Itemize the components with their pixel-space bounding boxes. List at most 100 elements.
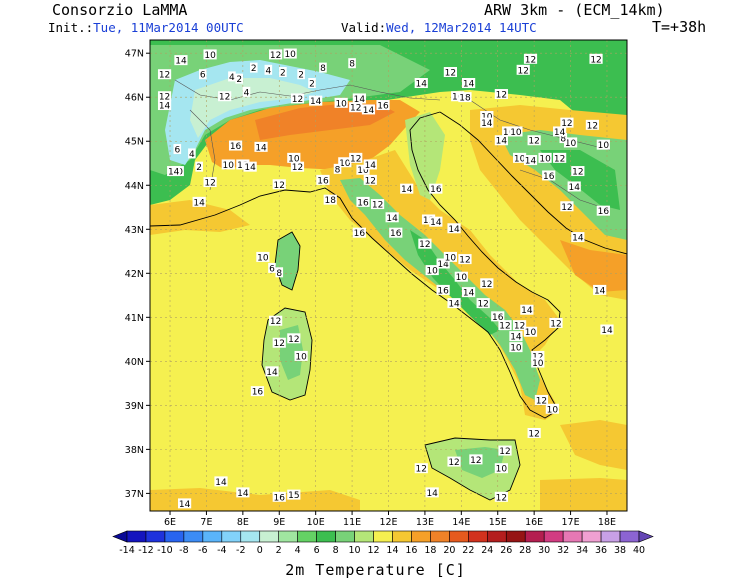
- colorbar-tick-label: 14: [386, 545, 398, 556]
- isotherm-label-bg: [451, 91, 465, 102]
- isotherm-label-bg: [272, 337, 286, 348]
- isotherm-label: 16: [354, 229, 366, 239]
- isotherm-label-bg: [414, 78, 428, 89]
- lon-label: 12E: [379, 517, 397, 528]
- isotherm-label: 15: [288, 491, 299, 501]
- colorbar-swatch: [430, 530, 450, 543]
- isotherm-label-bg: [534, 394, 549, 405]
- isotherm-label: 10: [532, 359, 544, 369]
- isotherm-label-bg: [436, 284, 450, 295]
- colorbar-tick-label: 8: [333, 545, 339, 556]
- isotherm-label: 12: [550, 319, 561, 329]
- isotherm-label: 8: [320, 64, 326, 74]
- init-value: Tue, 11Mar2014 00UTC: [93, 20, 244, 35]
- isotherm-label-bg: [523, 326, 538, 337]
- isotherm-label: 14: [416, 80, 428, 90]
- colorbar-swatch: [411, 530, 431, 543]
- isotherm-label: 14: [481, 119, 493, 129]
- sea-warm-patch-ligurian: [150, 200, 250, 235]
- isotherm-label: 14: [463, 80, 475, 90]
- colorbar-ticks: -14 -12 -10 -8 -6 -4 -2 0 2 4 6 8 10 12 14 16 18 20 22 24 26…: [119, 545, 645, 556]
- isotherm-label-bg: [509, 331, 523, 342]
- isotherm-label-bg: [363, 174, 377, 185]
- isotherm-label-bg: [370, 199, 385, 210]
- isotherm-label: 14: [448, 300, 460, 310]
- isotherm-label: 2: [196, 163, 202, 173]
- isotherm-label: 12: [470, 456, 481, 466]
- isotherm-label-bg: [203, 49, 217, 60]
- isotherm-label-bg: [308, 78, 316, 89]
- isotherm-label-bg: [228, 71, 236, 82]
- isotherm-label: 12: [525, 55, 536, 65]
- isotherm-label: 10: [510, 344, 522, 354]
- colorbar-tick-label: 4: [295, 545, 301, 556]
- isotherm-label: 2: [251, 64, 257, 74]
- isotherm-label: 10: [257, 253, 269, 263]
- isotherm-label: 14: [255, 143, 267, 153]
- isotherm-label-bg: [242, 86, 251, 97]
- isotherm-label: 12: [532, 352, 543, 362]
- isotherm-label-bg: [319, 62, 327, 73]
- lat-label: 40N: [125, 357, 144, 368]
- isotherm-label-bg: [494, 463, 508, 474]
- isotherm-label-bg: [480, 278, 494, 289]
- colorbar-tick-label: 10: [349, 545, 361, 556]
- isotherm-label: 14: [525, 157, 537, 167]
- colorbar-tick-label: 32: [557, 545, 569, 556]
- isotherm-label: 16: [437, 286, 449, 296]
- isotherm-label: 12: [561, 119, 572, 129]
- isotherm-label-bg: [192, 196, 206, 207]
- isotherm-label-bg: [600, 324, 614, 335]
- isotherm-label: 12: [372, 201, 383, 211]
- isotherm-label-bg: [494, 491, 508, 502]
- isotherm-label-bg: [509, 342, 523, 353]
- isotherm-label: 14: [430, 218, 442, 228]
- colorbar-swatch: [392, 530, 412, 543]
- sea-warm-patch-ionian: [560, 420, 627, 470]
- isotherm-label-bg: [480, 117, 494, 128]
- lat-label: 43N: [125, 225, 144, 236]
- isotherm-label-bg: [447, 298, 461, 309]
- isotherm-label: 10: [565, 139, 577, 149]
- isotherm-label: 14: [363, 106, 375, 116]
- colorbar-swatch: [505, 530, 526, 543]
- colorbar-swatch: [373, 530, 393, 543]
- colorbar-swatch: [449, 530, 469, 543]
- lat-label: 37N: [125, 489, 144, 500]
- isotherm-label-bg: [520, 304, 534, 315]
- colorbar-tick-label: 30: [538, 545, 550, 556]
- isotherm-label: 14: [568, 183, 580, 193]
- isotherm-label: 12: [365, 176, 376, 186]
- isotherm-label: 8: [560, 135, 566, 145]
- isotherm-label-bg: [265, 366, 279, 377]
- isotherm-label: 12: [561, 203, 572, 213]
- isotherm-label-bg: [283, 48, 297, 59]
- sea-warm-patch-south: [150, 488, 360, 511]
- isotherm-label-bg: [167, 166, 181, 177]
- colorbar-tick-label: 0: [257, 545, 263, 556]
- isotherm-label-bg: [323, 194, 337, 205]
- colorbar-title: 2m Temperature [C]: [285, 561, 466, 579]
- org-title: Consorzio LaMMA: [52, 1, 188, 19]
- isotherm-label: 12: [499, 447, 510, 457]
- isotherm-label: 10: [204, 51, 216, 61]
- isotherm-label-bg: [272, 491, 286, 502]
- colorbar-swatch: [278, 530, 298, 543]
- isotherm-label-bg: [389, 227, 403, 238]
- isotherm-label: 10: [295, 352, 307, 362]
- isotherm-label: 14: [168, 168, 180, 178]
- lat-label: 38N: [125, 445, 144, 456]
- colorbar-tick-label: 28: [519, 545, 531, 556]
- isotherm-label-bg: [356, 196, 370, 207]
- isotherm-label: 14: [463, 289, 475, 299]
- isotherm-label-bg: [545, 403, 559, 414]
- isotherm-label: 14: [237, 489, 249, 499]
- isotherm-label: 12: [587, 121, 598, 131]
- isotherm-label-bg: [157, 69, 172, 80]
- isotherm-label: 10: [223, 161, 235, 171]
- isotherm-label-bg: [236, 159, 250, 170]
- isotherm-label: 14: [594, 286, 606, 296]
- isotherm-label-bg: [316, 174, 330, 185]
- isotherm-label: 10: [357, 166, 369, 176]
- isotherm-label: 12: [350, 154, 361, 164]
